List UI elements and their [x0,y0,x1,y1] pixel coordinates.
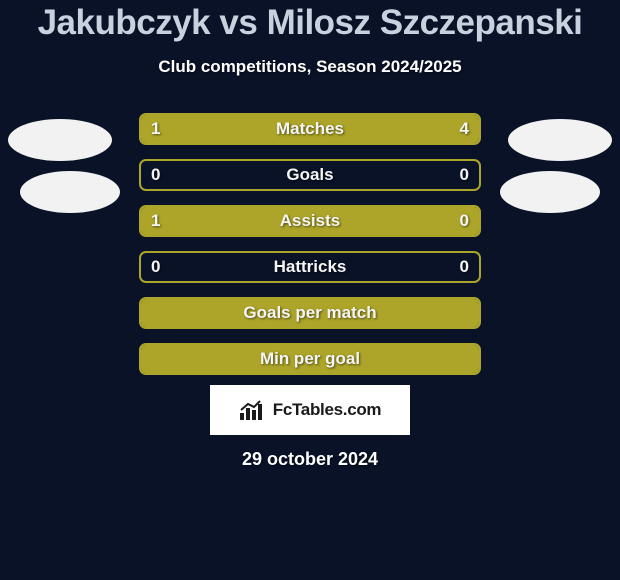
stat-bar-label: Hattricks [141,253,479,281]
player1-team-avatar [20,171,120,213]
branding-text: FcTables.com [273,400,382,420]
date-line: 29 october 2024 [0,449,620,470]
player1-avatar-shadow [8,119,112,161]
stat-bar-right-value: 0 [460,207,469,235]
stat-bar-right-value: 0 [460,253,469,281]
subtitle: Club competitions, Season 2024/2025 [0,57,620,77]
stat-bar-row: Hattricks0 0 [139,251,481,283]
stat-bar-left-value: 0 [151,253,160,281]
stat-bar-right-value: 0 [460,161,469,189]
stat-bar-label: Min per goal [141,345,479,373]
stat-bars: Matches14Goals00Assists10Hattricks00Goal… [139,113,481,389]
stat-bar-left-value: 1 [151,115,160,143]
player2-avatar-shadow [508,119,612,161]
bars-chart-icon [239,399,267,421]
stat-bar-row: Matches1 4 [139,113,481,145]
stat-bar-label: Assists [141,207,479,235]
stat-bar-row: Goals0 0 [139,159,481,191]
stat-bar-row: Min per goal [139,343,481,375]
stat-bar-left-value: 0 [151,161,160,189]
stat-bar-label: Goals per match [141,299,479,327]
title-player2: Milosz Szczepanski [267,3,583,42]
title-vs: vs [219,3,257,42]
stats-area: Matches14Goals00Assists10Hattricks00Goal… [0,113,620,373]
stat-bar-label: Matches [141,115,479,143]
player2-team-avatar [500,171,600,213]
comparison-infographic: Jakubczyk vs Milosz Szczepanski Club com… [0,0,620,580]
stat-bar-label: Goals [141,161,479,189]
stat-bar-row: Assists1 0 [139,205,481,237]
stat-bar-row: Goals per match [139,297,481,329]
branding-badge: FcTables.com [210,385,410,435]
stat-bar-left-value: 1 [151,207,160,235]
stat-bar-right-value: 4 [460,115,469,143]
title-player1: Jakubczyk [38,3,211,42]
page-title: Jakubczyk vs Milosz Szczepanski [0,4,620,43]
